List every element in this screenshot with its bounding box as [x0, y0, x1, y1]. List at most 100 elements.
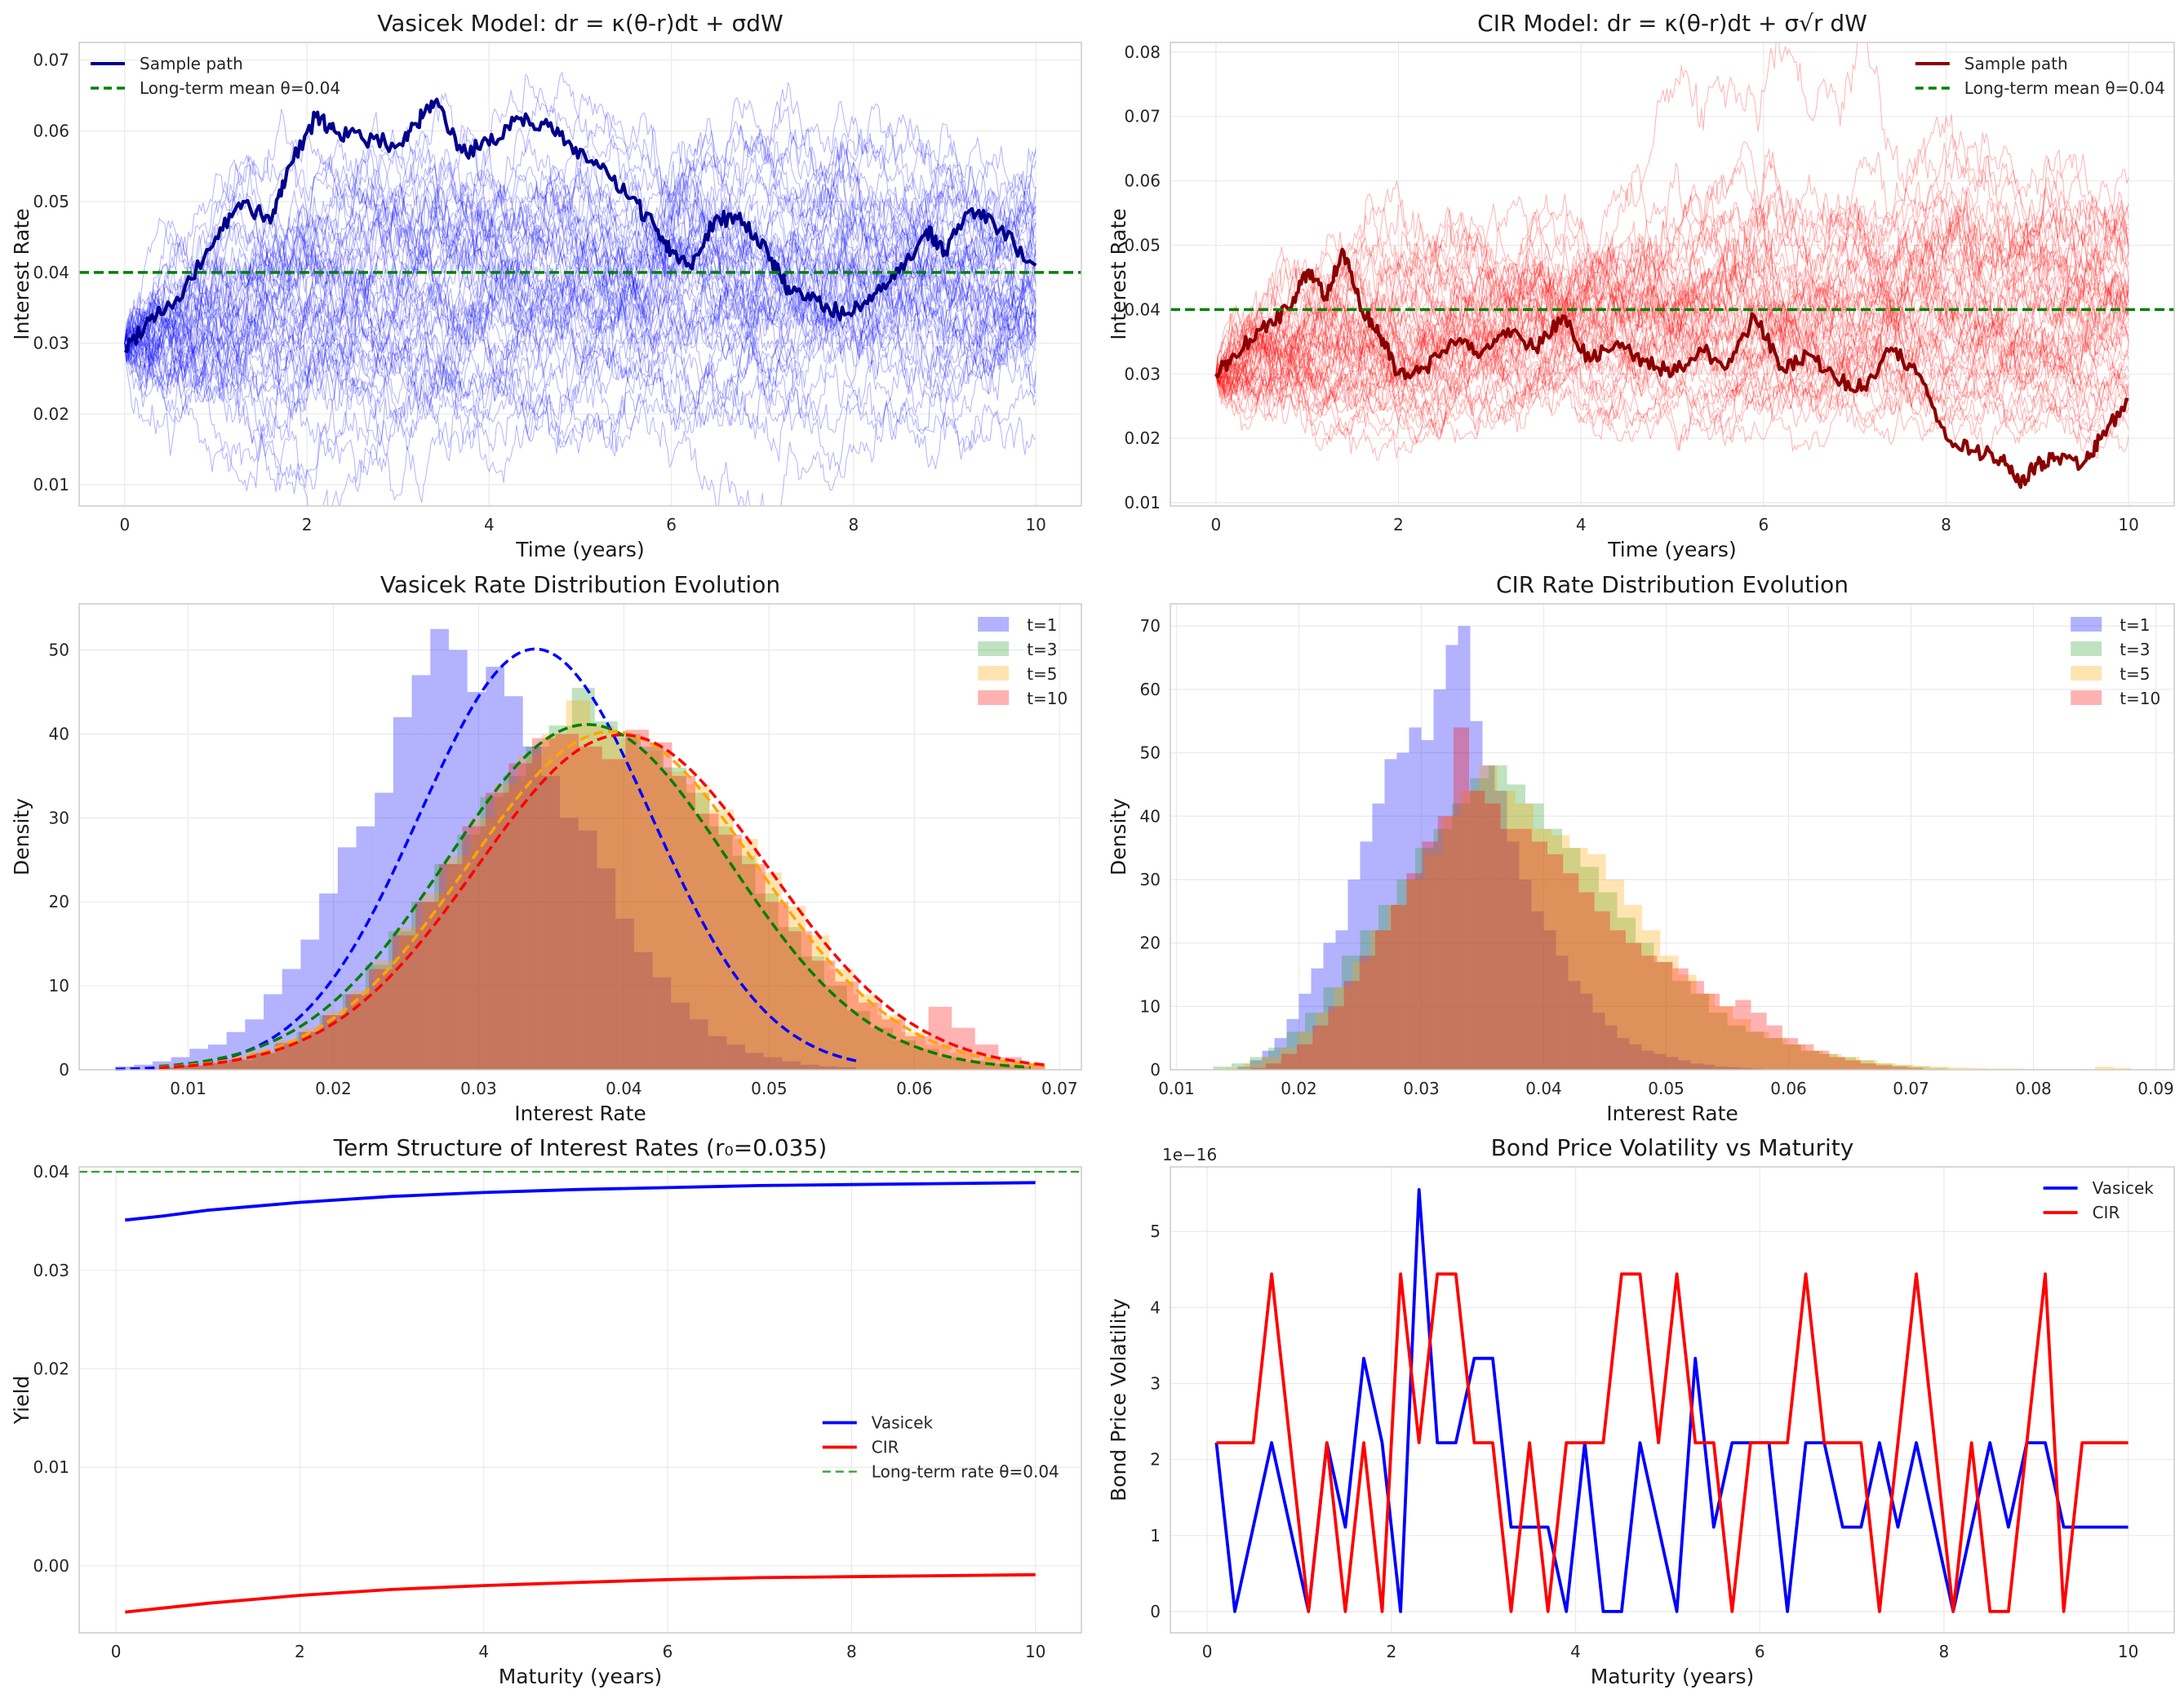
simulated-path	[1215, 244, 2129, 434]
histogram-bar	[579, 746, 602, 1070]
chart-title: Vasicek Rate Distribution Evolution	[380, 571, 780, 598]
histogram-bar	[1470, 778, 1489, 1070]
legend-label: Long-term mean θ=0.04	[140, 78, 340, 98]
y-gridlines	[1170, 51, 2174, 503]
plot-area	[1170, 604, 2174, 1070]
histogram-bar	[319, 893, 338, 1070]
histogram-bar	[757, 872, 782, 1070]
x-tick-label: 0	[111, 1642, 122, 1661]
histogram-bar	[1823, 1053, 1842, 1070]
histogram-bar	[1311, 968, 1324, 1070]
histogram-bar	[877, 1015, 902, 1070]
simulated-path	[124, 169, 1037, 445]
plot-area	[79, 1167, 1081, 1633]
histogram-bar	[1489, 765, 1507, 1070]
series-line-CIR	[1216, 1272, 2129, 1613]
histogram-bar	[1914, 1066, 1933, 1070]
simulated-path	[1215, 199, 2129, 451]
simulated-path	[124, 196, 1037, 406]
y-tick-label: 0	[59, 1060, 69, 1080]
histogram-bar	[1819, 1053, 1838, 1070]
x-tick-label: 4	[1570, 1642, 1581, 1661]
histogram-bar	[742, 863, 766, 1070]
histogram-bar	[578, 830, 597, 1070]
histogram-bar	[1352, 961, 1371, 1070]
histogram-bar	[1636, 942, 1654, 1070]
histogram-bar	[1531, 911, 1544, 1070]
histogram-bar	[1678, 974, 1697, 1070]
legend-label: t=10	[2120, 689, 2160, 708]
simulated-path	[124, 181, 1037, 399]
simulated-path	[124, 243, 1037, 457]
y-tick-label: 0.03	[33, 1261, 69, 1280]
x-tick-label: 10	[2118, 515, 2138, 534]
x-axis-label: Time (years)	[1607, 538, 1736, 561]
histogram-bar	[1986, 1068, 2005, 1070]
histogram-bar	[1720, 1006, 1736, 1070]
simulated-path	[124, 175, 1037, 410]
histogram-bar	[1374, 930, 1392, 1070]
histogram-bar	[881, 1019, 906, 1070]
legend-label: Vasicek	[2093, 1178, 2155, 1198]
histogram-bar	[1907, 1067, 1924, 1070]
histogram-bar	[1343, 981, 1360, 1070]
y-axis-label: Density	[1107, 798, 1130, 876]
y-tick-label: 30	[1140, 870, 1161, 889]
histogram-bar	[388, 931, 411, 1070]
histogram-bar	[1470, 721, 1483, 1070]
legend: Sample path Long-term mean θ=0.04	[1915, 54, 2165, 98]
histogram-bar	[1751, 1013, 1767, 1070]
simulated-path	[1215, 202, 2129, 401]
histogram-bar	[1543, 828, 1562, 1070]
histogram-bar	[1250, 1067, 1266, 1070]
histogram-bar	[541, 775, 561, 1070]
histogram-bar	[1422, 841, 1438, 1070]
histogram-bar	[1968, 1067, 1986, 1070]
simulated-path	[124, 114, 1037, 365]
histogram-bar	[1360, 930, 1378, 1070]
simulated-path	[1215, 251, 2129, 457]
y-tick-label: 0.05	[33, 192, 69, 211]
histogram-bar	[1297, 1044, 1313, 1070]
histogram-bar	[1250, 1060, 1263, 1070]
histogram-bar	[949, 1053, 974, 1070]
histogram-bar	[1360, 841, 1373, 1070]
simulated-path	[124, 251, 1037, 491]
histogram-bar	[1594, 911, 1610, 1070]
histogram-bar	[1727, 1025, 1746, 1070]
cir-paths-panel: 0 2 4 6 8 10 0.01 0.02 0.03 0.04 0.05 0.06 0.07 0.08 C…	[1107, 10, 2175, 561]
histogram-t=10	[1250, 727, 1924, 1070]
simulated-path	[124, 257, 1037, 405]
histogram-bar	[158, 1067, 184, 1070]
x-tick-label: 0.01	[170, 1079, 206, 1098]
histogram-bar	[1458, 626, 1471, 1070]
simulated-path	[1215, 245, 2129, 428]
histogram-bar	[526, 746, 549, 1070]
histogram-bar	[1837, 1057, 1856, 1070]
histogram-bar	[342, 994, 366, 1070]
histogram-bar	[1280, 1047, 1298, 1070]
simulated-paths	[123, 71, 1037, 506]
simulated-path	[124, 146, 1037, 386]
histogram-bar	[1525, 803, 1544, 1070]
x-tick-label: 0.05	[751, 1079, 788, 1098]
histogram-bar	[765, 902, 789, 1070]
simulated-path	[124, 194, 1037, 395]
histogram-bar	[1702, 1064, 1716, 1070]
histogram-bar	[1769, 1038, 1787, 1070]
x-tick-label: 0.01	[1158, 1079, 1195, 1098]
histogram-bar	[448, 650, 468, 1070]
histogram-bar	[1690, 1063, 1703, 1070]
plot-border	[78, 42, 1082, 507]
y-tick-label: 10	[1140, 996, 1161, 1016]
x-tick-label: 4	[478, 1642, 489, 1661]
histogram-bar	[1950, 1067, 1969, 1070]
histogram-bar	[1599, 892, 1618, 1070]
histogram-bar	[1556, 956, 1569, 1070]
simulated-path	[124, 184, 1037, 420]
y-tick-label: 50	[1140, 743, 1161, 763]
histogram-bar	[183, 1065, 207, 1070]
histogram-bar	[689, 1019, 708, 1070]
simulated-path	[1215, 262, 2129, 459]
simulated-path	[1215, 42, 2129, 416]
